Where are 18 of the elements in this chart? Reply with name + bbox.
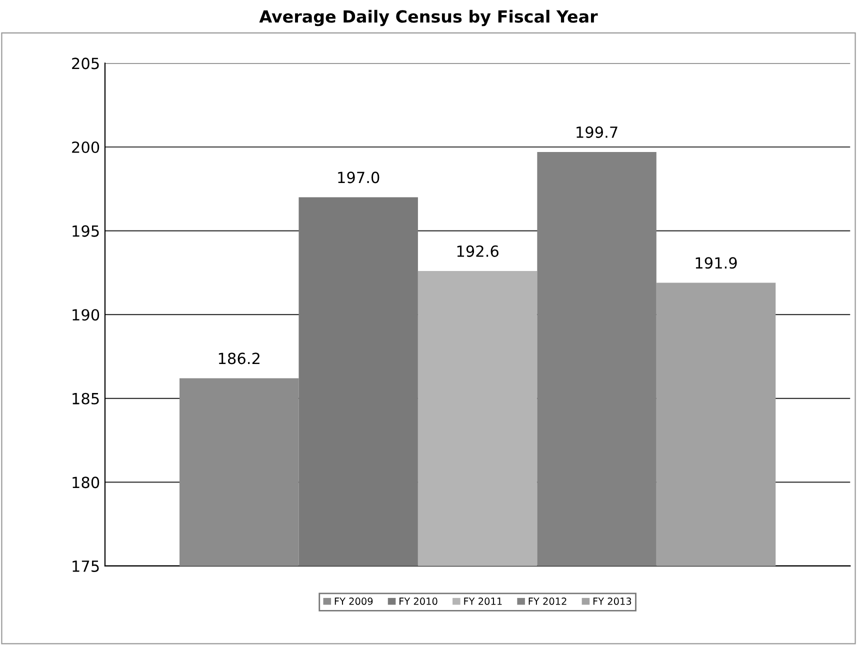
data-label: 197.0 (338, 172, 380, 184)
y-tick-label: 180 (72, 476, 100, 488)
data-label: 191.9 (696, 257, 737, 269)
y-tick-label: 175 (72, 560, 99, 572)
legend-label: FY 2012 (528, 598, 566, 605)
y-tick-label: 195 (72, 225, 99, 237)
data-label: 192.6 (457, 245, 498, 257)
y-tick-label: 190 (72, 309, 100, 321)
data-label: 199.7 (576, 126, 618, 138)
legend-label: FY 2010 (400, 598, 438, 605)
y-tick-label: 185 (72, 392, 99, 404)
y-tick-label: 200 (72, 141, 100, 154)
legend-label: FY 2009 (334, 598, 373, 605)
legend-label: FY 2013 (593, 598, 632, 605)
legend-label: FY 2011 (464, 598, 502, 605)
data-label: 186.2 (218, 352, 260, 364)
y-tick-label: 205 (72, 58, 99, 70)
chart-title: Average Daily Census by Fiscal Year (259, 10, 598, 26)
